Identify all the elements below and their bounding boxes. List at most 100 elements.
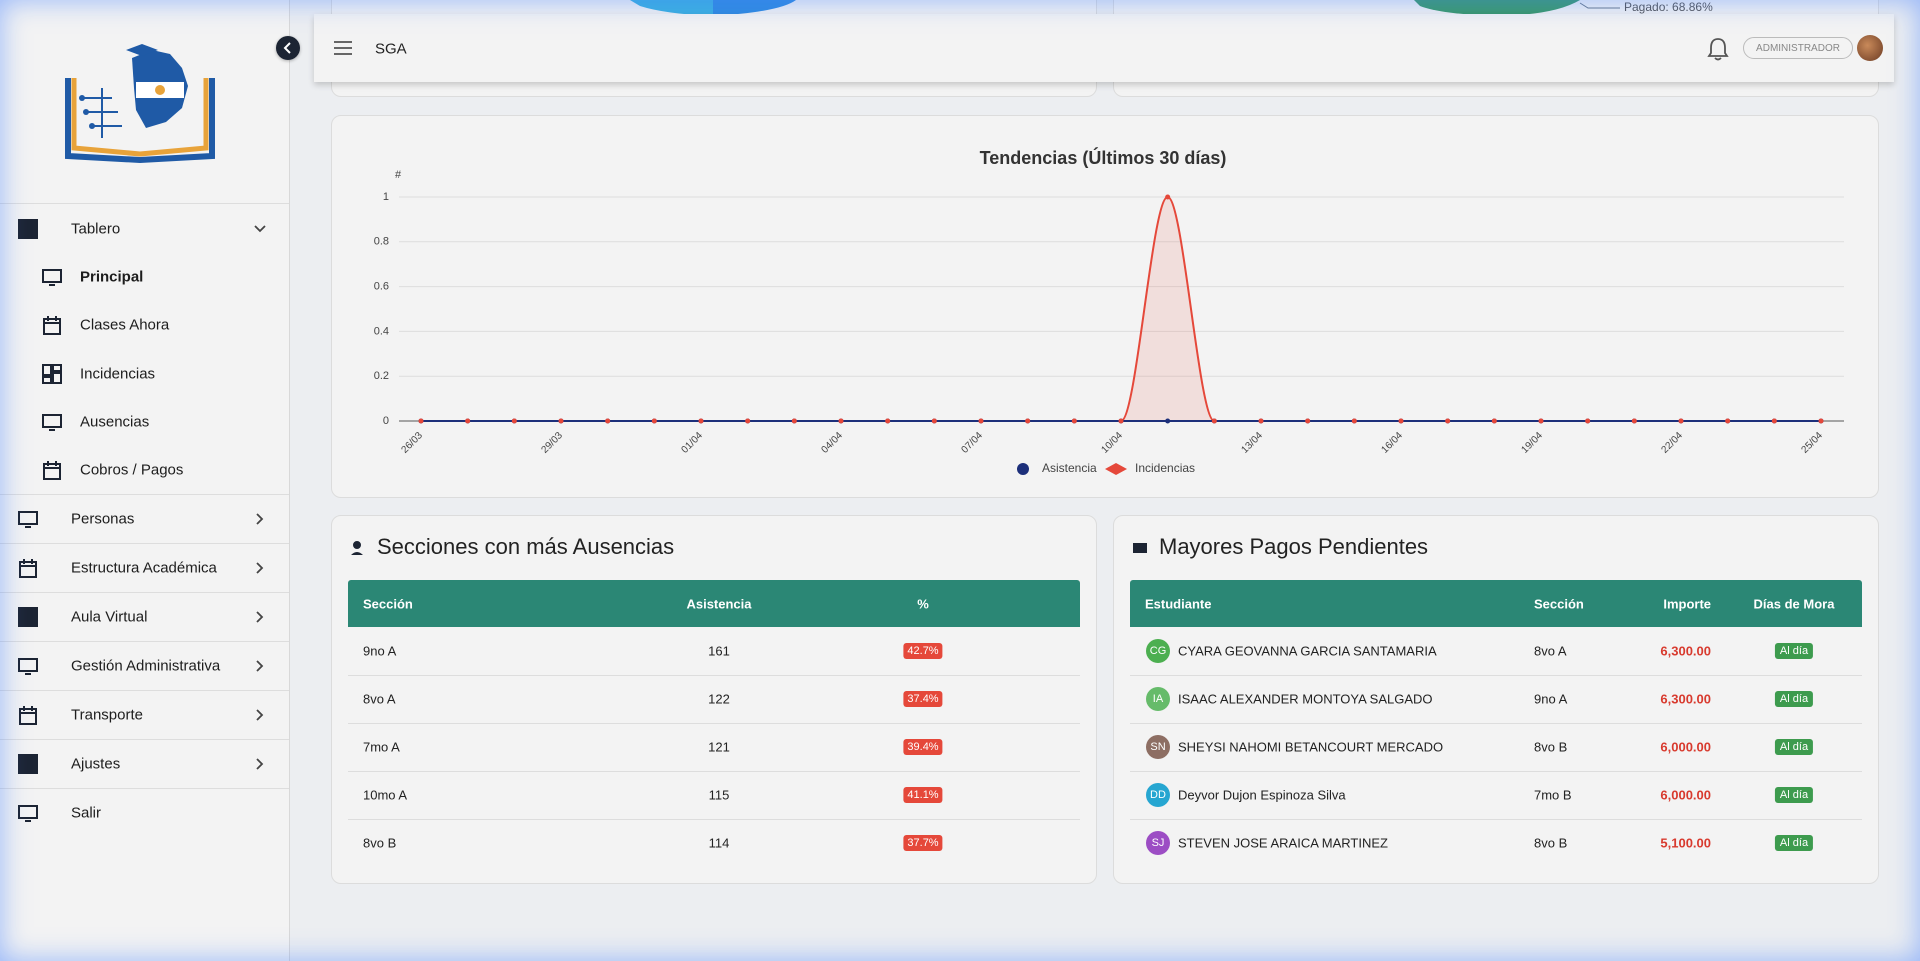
chart-title: Tendencias (Últimos 30 días)	[980, 147, 1227, 168]
divider	[0, 543, 289, 544]
table-header	[1130, 580, 1862, 627]
row-divider	[1130, 675, 1862, 676]
row-divider	[348, 675, 1080, 676]
divider	[0, 592, 289, 593]
card-icon	[351, 541, 363, 555]
percent-badge: 42.7%	[903, 643, 943, 659]
icon-shape	[19, 705, 37, 725]
legend-label[interactable]: Incidencias	[1135, 461, 1195, 475]
data-point	[791, 418, 797, 424]
section-cell: 8vo B	[363, 835, 397, 851]
donut-label: Pagado: 68.86%	[1624, 0, 1713, 14]
donut-slice	[630, 0, 713, 16]
divider	[0, 641, 289, 642]
data-point	[418, 418, 424, 424]
data-point	[1538, 418, 1544, 424]
icon-shape	[43, 461, 61, 481]
menu-item[interactable]: Aula Virtual	[71, 608, 148, 625]
divider	[0, 494, 289, 495]
data-point	[1771, 418, 1777, 424]
icon-shape	[18, 804, 38, 822]
chevron	[256, 561, 264, 574]
menu-icon	[18, 753, 38, 774]
menu-icon	[18, 510, 38, 528]
submenu-item[interactable]: Cobros / Pagos	[80, 461, 184, 479]
user-avatar[interactable]	[1857, 35, 1883, 61]
column-header: Días de Mora	[1753, 596, 1835, 612]
menu-icon	[18, 804, 38, 822]
card-icon	[1133, 543, 1147, 553]
chevron-shape	[254, 225, 266, 233]
section-cell: 9no A	[1534, 691, 1568, 707]
menu-item[interactable]: Ajustes	[71, 755, 121, 772]
icon-shape	[18, 657, 38, 675]
status-badge: Al día	[1774, 835, 1814, 851]
data-point	[1445, 418, 1451, 424]
data-point	[1818, 418, 1824, 424]
chevron	[256, 659, 264, 672]
section-cell: 8vo B	[1534, 739, 1568, 755]
amount-cell: 6,300.00	[1660, 643, 1711, 659]
submenu-item[interactable]: Ausencias	[80, 413, 150, 431]
icon-shape	[42, 269, 62, 286]
menu-item[interactable]: Gestión Administrativa	[71, 657, 221, 674]
role-pill[interactable]: ADMINISTRADOR	[1743, 37, 1853, 59]
icon-shape	[18, 606, 38, 627]
x-tick-label: 26/03	[400, 430, 426, 456]
hamburger-button[interactable]	[332, 38, 354, 58]
chevron-shape	[256, 512, 264, 525]
data-point	[1678, 418, 1684, 424]
chevron	[256, 610, 264, 623]
column-header: Sección	[363, 596, 413, 612]
amount-cell: 6,300.00	[1660, 691, 1711, 707]
sidebar: Tablero Principal Clases Ahora Incidencias A…	[0, 0, 300, 961]
icon-shape	[18, 510, 38, 528]
trend-card: Tendencias (Últimos 30 días) #0 0.2 0.4 0.6 0…	[331, 115, 1879, 498]
data-point	[838, 418, 844, 424]
submenu-item[interactable]: Incidencias	[80, 365, 156, 383]
section-cell: 7mo B	[1534, 787, 1572, 803]
chevron-shape	[256, 757, 264, 770]
collapse-button[interactable]	[276, 36, 300, 60]
payments-card: Mayores Pagos Pendientes Estudiante Secció…	[1113, 515, 1879, 884]
icon-shape	[42, 363, 62, 384]
table-header	[348, 580, 1080, 627]
card-title: Mayores Pagos Pendientes	[1159, 534, 1429, 559]
submenu-item[interactable]: Clases Ahora	[80, 316, 170, 334]
leader-line	[1579, 2, 1620, 9]
divider	[0, 203, 289, 204]
data-point	[1211, 418, 1217, 424]
chevron	[254, 225, 266, 233]
absences-card: Secciones con más Ausencias Sección Asiste…	[331, 515, 1097, 884]
menu-item[interactable]: Transporte	[71, 706, 143, 723]
avatar: CG	[1146, 639, 1170, 663]
data-point	[1071, 418, 1077, 424]
menu-item[interactable]: Personas	[71, 510, 135, 527]
icon-shape	[351, 541, 363, 555]
student-name: SHEYSI NAHOMI BETANCOURT MERCADO	[1178, 739, 1444, 755]
x-tick-label: 25/04	[1800, 430, 1826, 456]
row-divider	[348, 723, 1080, 724]
donut-slice	[713, 0, 796, 16]
x-tick-label: 19/04	[1520, 430, 1546, 456]
data-point	[1305, 418, 1311, 424]
percent-badge: 39.4%	[903, 739, 943, 755]
submenu-item[interactable]: Principal	[80, 268, 144, 286]
menu-item[interactable]: Estructura Académica	[71, 559, 217, 576]
y-tick-label: 0.8	[374, 236, 389, 248]
student-name: CYARA GEOVANNA GARCIA SANTAMARIA	[1178, 643, 1437, 659]
legend-label[interactable]: Asistencia	[1042, 461, 1097, 475]
menu-item[interactable]: Tablero	[71, 220, 121, 238]
data-point	[1351, 418, 1357, 424]
y-axis-label: #	[395, 169, 402, 181]
notifications-button[interactable]	[1706, 36, 1730, 62]
x-tick-label: 10/04	[1100, 430, 1126, 456]
icon-shape	[18, 753, 38, 774]
menu-icon	[18, 657, 38, 675]
data-point	[651, 418, 657, 424]
data-point	[511, 418, 517, 424]
menu-item[interactable]: Salir	[71, 804, 102, 821]
y-tick-label: 0.6	[374, 281, 389, 293]
chevron	[256, 708, 264, 721]
chevron-shape	[256, 708, 264, 721]
